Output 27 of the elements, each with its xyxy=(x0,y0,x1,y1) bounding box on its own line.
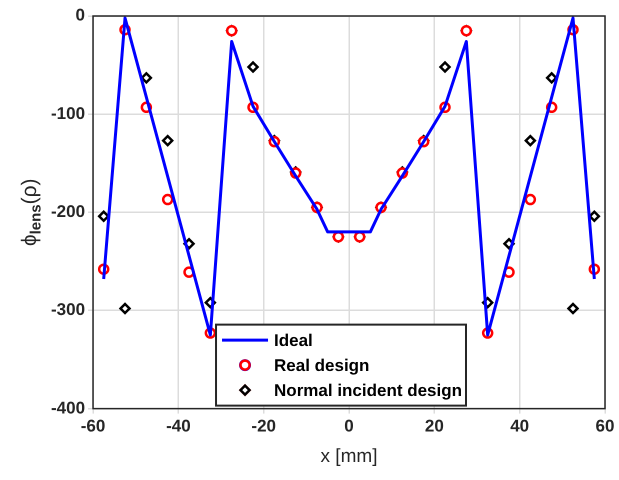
point xyxy=(524,134,536,146)
point xyxy=(546,72,558,84)
x-tick-label: -40 xyxy=(166,416,191,436)
y-tick-label: -200 xyxy=(50,202,86,221)
point xyxy=(119,302,131,314)
legend-label: Ideal xyxy=(274,330,313,350)
x-tick-label: 20 xyxy=(424,416,444,436)
point xyxy=(247,61,259,73)
legend-label: Normal incident design xyxy=(274,380,462,400)
y-tick-label: -300 xyxy=(50,300,86,320)
point xyxy=(140,72,152,84)
x-tick-label: 60 xyxy=(596,416,614,436)
y-tick-label: -100 xyxy=(50,104,86,123)
x-tick-label: 0 xyxy=(344,416,354,436)
point xyxy=(162,134,174,146)
x-axis-title: x [mm] xyxy=(320,446,378,467)
legend-label: Real design xyxy=(274,356,370,375)
point xyxy=(567,302,579,314)
x-tick-label: 40 xyxy=(510,416,530,436)
x-tick-label: -20 xyxy=(251,416,276,436)
x-tick-label: -60 xyxy=(80,416,106,436)
y-axis-title: ϕlens(ρ) xyxy=(18,178,44,246)
point xyxy=(162,194,174,206)
point xyxy=(439,61,451,73)
y-tick-label: -400 xyxy=(50,398,86,418)
point xyxy=(524,194,536,206)
y-tick-label: 0 xyxy=(76,6,86,25)
